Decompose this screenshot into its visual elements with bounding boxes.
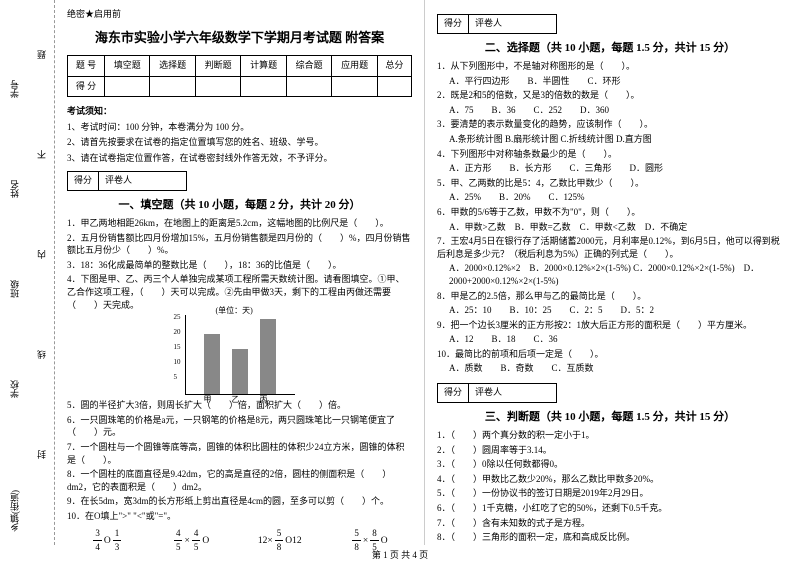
question: 7．（ ）含有未知数的式子是方程。 — [437, 517, 783, 530]
section-score-box: 得分 评卷人 — [67, 171, 187, 191]
page-footer: 第 1 页 共 4 页 — [0, 548, 800, 561]
question: 4．下列图形中对称轴条数最少的是（ ）。 — [437, 148, 783, 161]
section-2-title: 二、选择题（共 10 小题，每题 1.5 分，共计 15 分） — [437, 40, 783, 57]
margin-label: 学校 — [8, 380, 21, 398]
question: 8．一个圆柱的底面直径是9.42dm，它的高是直径的2倍，圆柱的侧面积是（ ）d… — [67, 468, 412, 493]
question: 10．最简比的前项和后项一定是（ ）。 — [437, 348, 783, 361]
question: 1．（ ）两个真分数的积一定小于1。 — [437, 429, 783, 442]
score-table: 题 号 填空题 选择题 判断题 计算题 综合题 应用题 总分 得 分 — [67, 55, 412, 97]
notice-item: 2、请首先按要求在试卷的指定位置填写您的姓名、班级、学号。 — [67, 136, 412, 150]
question: 9．把一个边长3厘米的正方形按2：1放大后正方形的面积是（ ）平方厘米。 — [437, 319, 783, 332]
question: 8．（ ）三角形的面积一定，底和高成反比例。 — [437, 531, 783, 544]
question: 5．（ ）一份协议书的签订日期是2019年2月29日。 — [437, 487, 783, 500]
question: 10．在O填上">" "<"或"="。 — [67, 510, 412, 523]
options: A．质数 B．奇数 C．互质数 — [449, 362, 783, 375]
question: 7．王宏4月5日在银行存了活期储蓄2000元，月利率是0.12%，到6月5日，他… — [437, 235, 783, 260]
notice-block: 考试须知： 1、考试时间：100 分钟，本卷满分为 100 分。 2、请首先按要… — [67, 105, 412, 165]
notice-heading: 考试须知： — [67, 105, 412, 119]
margin-label: 班级 — [8, 280, 21, 298]
question: 6．（ ）1千克糖，小红吃了它的50%，还剩下0.5千克。 — [437, 502, 783, 515]
chart-title: (单位：天) — [216, 305, 253, 317]
question: 3．要清楚的表示数量变化的趋势，应该制作（ ）。 — [437, 118, 783, 131]
question: 6．一只圆珠笔的价格是a元，一只钢笔的价格是8元，两只圆珠笔比一只钢笔便宜了（ … — [67, 414, 412, 439]
binding-margin: 乡镇(街道) 学校 班级 姓名 学号 封 线 内 不 题 — [0, 0, 55, 545]
seal-mark: 题 — [35, 50, 48, 59]
bar-bing — [260, 319, 276, 394]
question: 2．（ ）圆周率等于3.14。 — [437, 444, 783, 457]
page-container: 乡镇(街道) 学校 班级 姓名 学号 封 线 内 不 题 绝密★启用前 海东市实… — [0, 0, 800, 545]
question: 1．从下列图形中，不是轴对称图形的是（ ）。 — [437, 60, 783, 73]
options: A.条形统计图 B.扇形统计图 C.折线统计图 D.直方图 — [449, 133, 783, 146]
margin-label: 姓名 — [8, 180, 21, 198]
column-right: 得分 评卷人 二、选择题（共 10 小题，每题 1.5 分，共计 15 分） 1… — [425, 0, 795, 545]
seal-mark: 封 — [35, 450, 48, 459]
table-row: 题 号 填空题 选择题 判断题 计算题 综合题 应用题 总分 — [68, 56, 412, 77]
seal-mark: 不 — [35, 150, 48, 159]
question: 5．甲、乙两数的比是5：4，乙数比甲数少（ ）。 — [437, 177, 783, 190]
secret-label: 绝密★启用前 — [67, 8, 412, 22]
options: A．75 B．36 C．252 D．360 — [449, 104, 783, 117]
question: 2．五月份销售额比四月份增加15%，五月份销售额是四月份的（ ）%，四月份销售额… — [67, 232, 412, 257]
question: 4．（ ）甲数比乙数少20%，那么乙数比甲数多20%。 — [437, 473, 783, 486]
notice-item: 1、考试时间：100 分钟，本卷满分为 100 分。 — [67, 121, 412, 135]
options: A．甲数>乙数 B．甲数=乙数 C．甲数<乙数 D．不确定 — [449, 221, 783, 234]
section-1-title: 一、填空题（共 10 小题，每题 2 分，共计 20 分） — [67, 197, 412, 214]
options: A．平行四边形 B．半圆性 C．环形 — [449, 75, 783, 88]
seal-mark: 内 — [35, 250, 48, 259]
column-left: 绝密★启用前 海东市实验小学六年级数学下学期月考试题 附答案 题 号 填空题 选… — [55, 0, 425, 545]
options: A．25% B．20% C．125% — [449, 191, 783, 204]
margin-label: 学号 — [8, 80, 21, 98]
table-row: 得 分 — [68, 76, 412, 97]
bar-chart: (单位：天) 5 10 15 20 25 甲 乙 丙 — [185, 315, 295, 395]
question: 9．在长5dm，宽3dm的长方形纸上剪出直径是4cm的圆，至多可以剪（ ）个。 — [67, 495, 412, 508]
question: 6．甲数的5/6等于乙数，甲数不为"0"，则（ ）。 — [437, 206, 783, 219]
bar-jia — [204, 334, 220, 394]
options: A．12 B．18 C．36 — [449, 333, 783, 346]
choice-questions: 1．从下列图形中，不是轴对称图形的是（ ）。 A．平行四边形 B．半圆性 C．环形… — [437, 60, 783, 375]
bar-yi — [232, 349, 248, 394]
question: 1．甲乙两地相距26km，在地图上的距离是5.2cm，这幅地图的比例尺是（ ）。 — [67, 217, 412, 230]
question: 3．（ ）0除以任何数都得0。 — [437, 458, 783, 471]
section-score-box: 得分 评卷人 — [437, 14, 557, 34]
question: 7．一个圆柱与一个圆锥等底等高，圆锥的体积比圆柱的体积少24立方米，圆锥的体积是… — [67, 441, 412, 466]
section-score-box: 得分 评卷人 — [437, 383, 557, 403]
notice-item: 3、请在试卷指定位置作答，在试卷密封线外作答无效，不予评分。 — [67, 152, 412, 166]
question: 8．甲是乙的2.5倍，那么甲与乙的最简比是（ ）。 — [437, 290, 783, 303]
seal-mark: 线 — [35, 350, 48, 359]
options: A．25：10 B．10：25 C．2：5 D．5：2 — [449, 304, 783, 317]
question: 3．18：36化成最简单的整数比是（ ），18：36的比值是（ ）。 — [67, 259, 412, 272]
options: A．2000×0.12%×2 B．2000×0.12%×2×(1-5%) C．2… — [449, 262, 783, 287]
question: 2．既是2和5的倍数，又是3的倍数的数是（ ）。 — [437, 89, 783, 102]
judge-questions: 1．（ ）两个真分数的积一定小于1。 2．（ ）圆周率等于3.14。3．（ ）0除… — [437, 429, 783, 544]
question: 5．圆的半径扩大3倍，则周长扩大（ ）倍，面积扩大（ ）倍。 — [67, 399, 412, 412]
section-3-title: 三、判断题（共 10 小题，每题 1.5 分，共计 15 分） — [437, 409, 783, 426]
options: A．正方形 B．长方形 C．三角形 D．圆形 — [449, 162, 783, 175]
margin-label: 乡镇(街道) — [8, 490, 21, 532]
exam-title: 海东市实验小学六年级数学下学期月考试题 附答案 — [67, 28, 412, 48]
